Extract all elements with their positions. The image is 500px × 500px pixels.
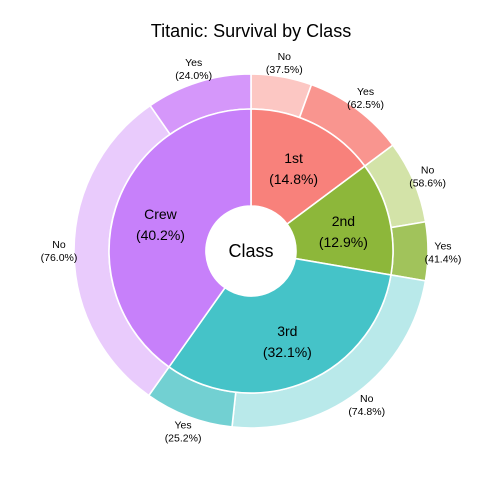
inner-percent-crew: (40.2%): [136, 227, 185, 243]
outer-label-2nd-no: No: [421, 165, 435, 177]
inner-labels: 1st (14.8%) 2nd (12.9%) 3rd (32.1%) Crew (40.2%…: [136, 150, 368, 360]
chart-title: Titanic: Survival by Class: [151, 21, 351, 41]
inner-label-3rd: 3rd: [277, 323, 297, 339]
center-label: Class: [228, 241, 273, 261]
outer-label-crew-yes-percent: (24.0%): [175, 70, 212, 82]
outer-label-3rd-no: No: [360, 393, 374, 405]
outer-label-crew-yes: Yes: [185, 57, 202, 69]
inner-ring: [108, 108, 394, 394]
center-hole: [206, 206, 296, 296]
outer-label-crew-no: No: [52, 239, 66, 251]
outer-label-1st-yes-percent: (62.5%): [347, 99, 384, 111]
inner-percent-1st: (14.8%): [269, 171, 318, 187]
inner-percent-3rd: (32.1%): [263, 344, 312, 360]
outer-label-1st-no: No: [278, 51, 292, 63]
outer-label-1st-yes: Yes: [357, 86, 374, 98]
outer-label-1st-no-percent: (37.5%): [266, 64, 303, 76]
outer-label-3rd-no-percent: (74.8%): [348, 406, 385, 418]
outer-ring: [73, 73, 429, 429]
outer-label-3rd-yes-percent: (25.2%): [165, 433, 202, 445]
outer-labels: No(37.5%)Yes(62.5%)No(58.6%)Yes(41.4%)No…: [41, 51, 462, 445]
inner-percent-2nd: (12.9%): [319, 234, 368, 250]
outer-label-crew-no-percent: (76.0%): [41, 252, 78, 264]
outer-label-2nd-yes-percent: (41.4%): [425, 253, 462, 265]
outer-label-2nd-no-percent: (58.6%): [409, 178, 446, 190]
inner-label-1st: 1st: [284, 150, 303, 166]
outer-label-2nd-yes: Yes: [434, 240, 451, 252]
outer-slice-2nd-yes: [390, 220, 429, 282]
outer-label-3rd-yes: Yes: [175, 420, 192, 432]
inner-label-2nd: 2nd: [332, 213, 355, 229]
inner-label-crew: Crew: [144, 206, 178, 222]
